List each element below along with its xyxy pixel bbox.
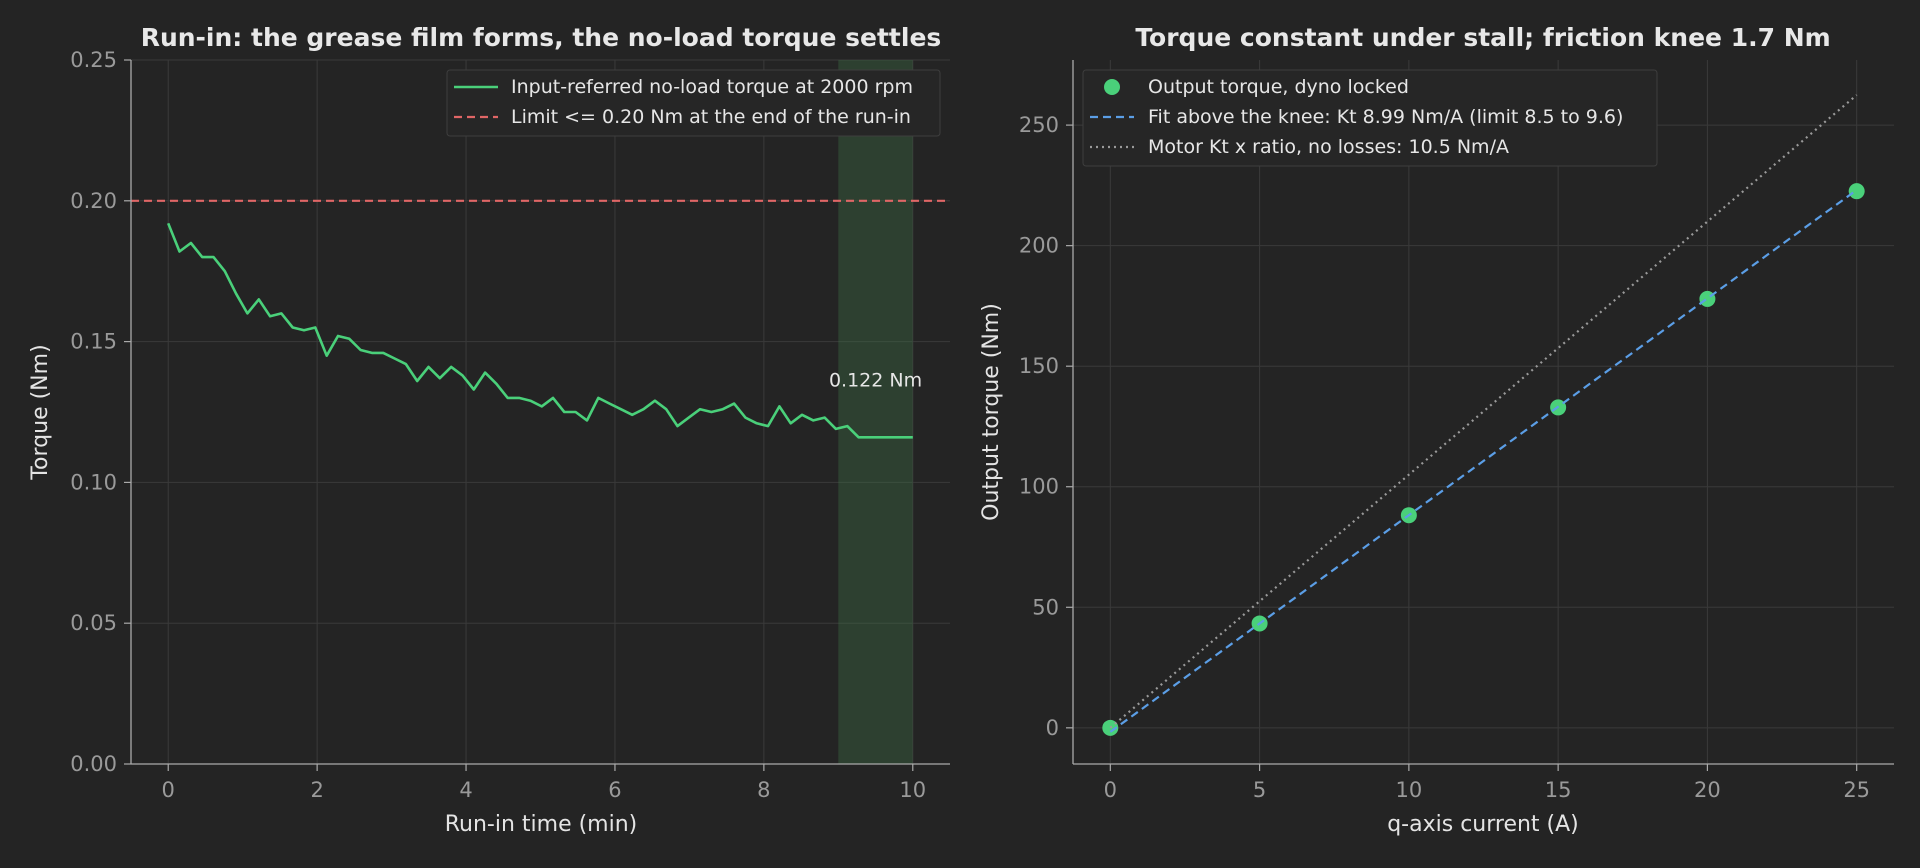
- runin-chart: 0 2 4 6 8 10 0.00 0.05 0.10 0.15 0.20 0.25 0.122 Nm…: [28, 23, 950, 837]
- stall-series-2-line: [1109, 94, 1858, 729]
- stall-x-axis-label: q-axis current (A): [1387, 812, 1579, 837]
- stall-x-tick-label: 15: [1545, 778, 1572, 802]
- stall-y-axis-label: Output torque (Nm): [979, 303, 1004, 521]
- runin-x-tick-label: 4: [459, 778, 472, 802]
- runin-series-0-line: [166, 222, 913, 439]
- stall-y-tick-label: 150: [1019, 354, 1059, 378]
- runin-y-tick-label: 0.05: [70, 611, 117, 635]
- runin-y-tick-label: 0.20: [70, 189, 117, 213]
- runin-y-tick-label: 0.25: [70, 48, 117, 72]
- stall-series-1-line: [1109, 189, 1858, 733]
- stall-legend-swatch-measured: [1104, 79, 1120, 95]
- runin-x-tick-label: 0: [162, 778, 175, 802]
- runin-ticks: 0 2 4 6 8 10 0.00 0.05 0.10 0.15 0.20 0.25: [70, 48, 926, 802]
- runin-y-tick-label: 0.00: [70, 752, 117, 776]
- stall-y-tick-label: 100: [1019, 475, 1059, 499]
- stall-series-0-point: [1102, 719, 1119, 736]
- runin-x-axis-label: Run-in time (min): [445, 812, 638, 837]
- runin-x-tick-label: 10: [899, 778, 926, 802]
- stall-legend-label-ideal: Motor Kt x ratio, no losses: 10.5 Nm/A: [1148, 136, 1509, 158]
- stall-legend: Output torque, dyno locked Fit above the…: [1082, 69, 1658, 167]
- runin-legend-box: [446, 69, 941, 137]
- runin-final-minute-band: [838, 60, 913, 764]
- runin-x-tick-label: 2: [310, 778, 323, 802]
- stall-y-tick-label: 50: [1032, 595, 1059, 619]
- stall-x-tick-label: 25: [1843, 778, 1870, 802]
- stall-legend-box: [1082, 69, 1658, 167]
- stall-chart-title: Torque constant under stall; friction kn…: [1135, 23, 1830, 52]
- runin-y-tick-label: 0.10: [70, 470, 117, 494]
- runin-legend: Input-referred no-load torque at 2000 rp…: [446, 69, 941, 137]
- runin-x-tick-label: 6: [608, 778, 621, 802]
- runin-legend-label-limit: Limit <= 0.20 Nm at the end of the run-i…: [511, 106, 911, 128]
- stall-series-0-point: [1848, 183, 1865, 200]
- stall-y-tick-label: 0: [1046, 716, 1059, 740]
- runin-x-tick-label: 8: [757, 778, 770, 802]
- stall-legend-label-measured: Output torque, dyno locked: [1148, 76, 1409, 98]
- stall-y-tick-label: 250: [1019, 113, 1059, 137]
- stall-x-tick-label: 20: [1694, 778, 1721, 802]
- runin-y-tick-label: 0.15: [70, 330, 117, 354]
- runin-annotation-final-value: 0.122 Nm: [829, 370, 922, 392]
- stall-legend-label-fit: Fit above the knee: Kt 8.99 Nm/A (limit …: [1148, 106, 1623, 128]
- stall-series: [1102, 94, 1865, 736]
- stall-y-tick-label: 200: [1019, 234, 1059, 258]
- stall-x-tick-label: 0: [1104, 778, 1117, 802]
- stall-x-tick-label: 10: [1395, 778, 1422, 802]
- runin-y-axis-label: Torque (Nm): [28, 344, 53, 480]
- runin-legend-label-torque: Input-referred no-load torque at 2000 rp…: [511, 76, 913, 98]
- runin-shaded-region: [838, 60, 913, 764]
- runin-chart-title: Run-in: the grease film forms, the no-lo…: [141, 23, 942, 52]
- stall-grid: [1073, 60, 1894, 764]
- runin-series: [131, 199, 950, 439]
- stall-x-tick-label: 5: [1253, 778, 1266, 802]
